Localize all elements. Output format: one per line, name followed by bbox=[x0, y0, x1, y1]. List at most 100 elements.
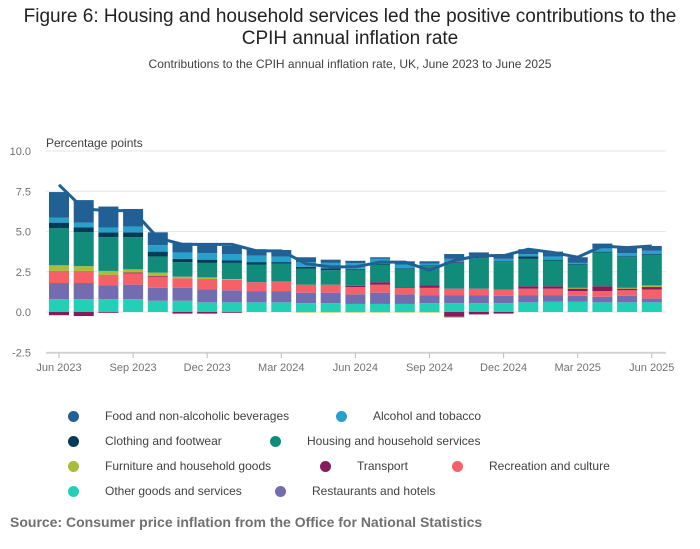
bar-segment bbox=[468, 295, 489, 304]
bar-segment bbox=[197, 259, 218, 263]
bar-segment bbox=[592, 286, 613, 292]
bar-segment bbox=[493, 312, 514, 314]
bar-segment bbox=[444, 262, 465, 289]
bar-segment bbox=[147, 251, 168, 257]
bar-segment bbox=[197, 289, 218, 303]
y-tick-label: 2.5 bbox=[16, 267, 31, 279]
bar-segment bbox=[641, 289, 662, 299]
bar-segment bbox=[172, 276, 193, 279]
bar-segment bbox=[221, 290, 242, 303]
bar-segment bbox=[543, 259, 563, 261]
legend-item[interactable]: Clothing and footwear bbox=[68, 434, 222, 448]
bar-segment bbox=[617, 288, 638, 291]
x-tick-label: Jun 2024 bbox=[333, 362, 378, 374]
y-tick-label: 10.0 bbox=[10, 146, 31, 158]
bar-segment bbox=[419, 265, 440, 267]
bar-segment bbox=[543, 260, 563, 287]
legend-label: Furniture and household goods bbox=[105, 459, 272, 473]
bar-segment bbox=[296, 284, 316, 293]
bar-segment bbox=[419, 287, 440, 296]
bar-segment bbox=[641, 302, 662, 312]
bar-segment bbox=[172, 278, 193, 288]
bar-segment bbox=[123, 272, 144, 274]
bar-segment bbox=[49, 217, 69, 223]
bar-segment bbox=[98, 299, 119, 312]
bar-segment bbox=[320, 312, 341, 313]
legend-item[interactable]: Transport bbox=[320, 459, 408, 473]
bar-segment bbox=[468, 303, 489, 312]
bar-segment bbox=[493, 289, 514, 296]
bar-segment bbox=[172, 258, 193, 263]
bar-segment bbox=[246, 262, 267, 265]
bar-segment bbox=[493, 295, 514, 304]
legend-swatch-icon bbox=[270, 435, 281, 447]
bar-segment bbox=[468, 258, 489, 289]
bar-segment bbox=[419, 261, 440, 264]
bar-segment bbox=[543, 301, 563, 312]
bar-segment bbox=[73, 266, 94, 271]
bar-segment bbox=[98, 285, 119, 300]
bar-segment bbox=[641, 254, 662, 255]
legend-label: Housing and household services bbox=[307, 434, 481, 448]
bar-segment bbox=[246, 291, 267, 303]
bar-segment bbox=[394, 268, 415, 270]
bar-segment bbox=[468, 288, 489, 296]
bar-segment bbox=[370, 284, 391, 293]
bar-segment bbox=[345, 260, 366, 264]
legend-swatch-icon bbox=[320, 460, 331, 472]
bar-segment bbox=[123, 273, 144, 285]
bar-segment bbox=[296, 303, 316, 312]
legend-swatch-icon bbox=[275, 485, 286, 497]
bar-segment bbox=[172, 312, 193, 314]
legend-item[interactable]: Other goods and services bbox=[68, 484, 242, 498]
bar-segment bbox=[394, 312, 415, 313]
bar-segment bbox=[370, 292, 391, 304]
bar-segment bbox=[98, 274, 119, 286]
y-axis-label: Percentage points bbox=[46, 136, 143, 150]
bar-segment bbox=[246, 249, 267, 256]
bar-segment bbox=[617, 246, 638, 254]
bar-segment bbox=[444, 316, 465, 318]
bar-segment bbox=[73, 227, 94, 233]
legend-item[interactable]: Housing and household services bbox=[270, 434, 480, 448]
legend-item[interactable]: Restaurants and hotels bbox=[275, 484, 435, 498]
bar-segment bbox=[98, 312, 119, 313]
bar-segment bbox=[147, 275, 168, 277]
bar-segment bbox=[617, 257, 638, 288]
x-tick-label: Sep 2024 bbox=[406, 362, 453, 374]
bar-segment bbox=[221, 254, 242, 261]
bar-segment bbox=[271, 263, 292, 282]
bar-segment bbox=[221, 278, 242, 280]
bar-segment bbox=[320, 270, 341, 285]
bar-segment bbox=[320, 303, 341, 312]
bar-segment bbox=[345, 294, 366, 304]
bar-segment bbox=[419, 266, 440, 286]
bar-segment bbox=[271, 262, 292, 264]
bar-segment bbox=[271, 281, 292, 292]
bar-segment bbox=[468, 312, 489, 315]
bar-segment bbox=[197, 245, 218, 254]
legend-item[interactable]: Alcohol and tobacco bbox=[336, 409, 481, 423]
legend-item[interactable]: Furniture and household goods bbox=[68, 459, 271, 473]
bar-segment bbox=[197, 262, 218, 278]
legend-item[interactable]: Food and non-alcoholic beverages bbox=[68, 409, 289, 423]
bar-segment bbox=[271, 302, 292, 312]
bar-segment bbox=[394, 294, 415, 304]
y-tick-label: 5.0 bbox=[16, 227, 31, 239]
bar-segment bbox=[370, 282, 391, 285]
legend-label: Food and non-alcoholic beverages bbox=[105, 409, 290, 423]
bar-segment bbox=[296, 312, 316, 313]
bar-segment bbox=[592, 302, 613, 312]
bar-segment bbox=[73, 299, 94, 312]
legend-item[interactable]: Recreation and culture bbox=[452, 459, 610, 473]
bar-segment bbox=[444, 295, 465, 304]
bar-segment bbox=[641, 250, 662, 255]
bar-segment bbox=[49, 222, 69, 229]
x-tick-label: Mar 2024 bbox=[258, 362, 304, 374]
bar-segment bbox=[49, 228, 69, 266]
bar-segment bbox=[345, 268, 366, 270]
x-tick-label: Jun 2023 bbox=[36, 362, 81, 374]
bar-segment bbox=[617, 253, 638, 257]
legend-swatch-icon bbox=[68, 435, 79, 447]
